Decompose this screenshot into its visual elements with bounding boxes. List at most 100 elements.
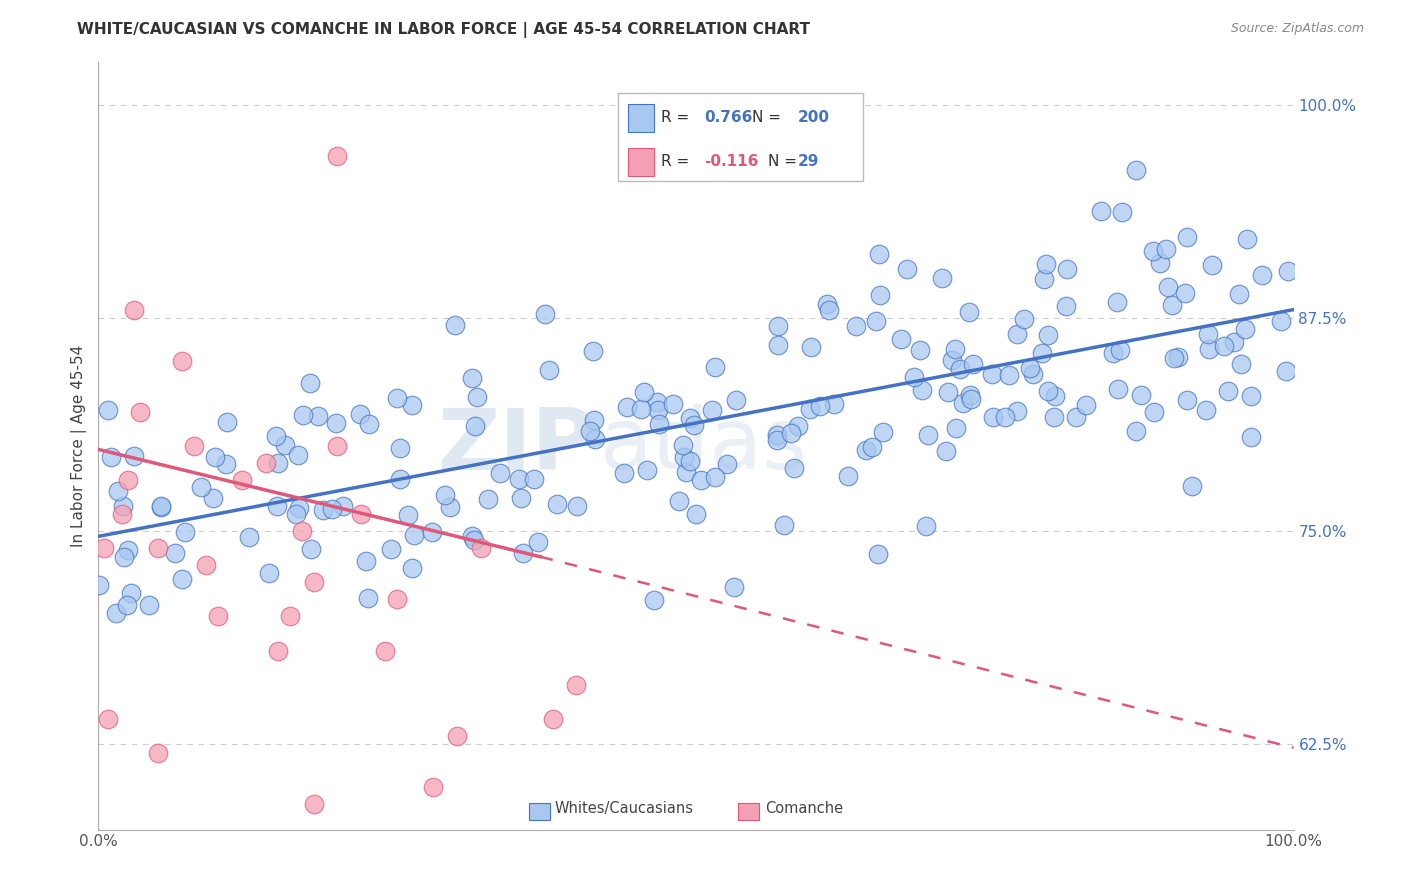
Point xyxy=(808,399,831,413)
Point xyxy=(865,314,887,328)
Point xyxy=(254,456,277,470)
Point xyxy=(1240,389,1263,403)
Text: ZIP: ZIP xyxy=(437,404,595,488)
Point xyxy=(817,303,839,318)
Point xyxy=(274,438,297,452)
Point xyxy=(97,403,120,417)
Point xyxy=(780,426,803,441)
Bar xyxy=(628,104,654,132)
Y-axis label: In Labor Force | Age 45-54: In Labor Force | Age 45-54 xyxy=(72,345,87,547)
Point xyxy=(172,353,194,368)
Text: Source: ZipAtlas.com: Source: ZipAtlas.com xyxy=(1230,22,1364,36)
Point xyxy=(855,443,877,458)
Point xyxy=(332,499,354,513)
Point xyxy=(299,542,322,557)
Text: N =: N = xyxy=(768,154,801,169)
Point xyxy=(115,598,138,612)
Point xyxy=(949,361,972,376)
Point xyxy=(510,491,533,505)
Point xyxy=(1125,424,1147,438)
Point xyxy=(579,424,602,438)
Point xyxy=(354,554,377,568)
Point xyxy=(962,357,984,371)
Point xyxy=(1198,343,1220,357)
Point xyxy=(723,580,745,594)
Point xyxy=(299,376,322,390)
Point xyxy=(489,466,512,480)
Point xyxy=(434,488,457,502)
Point xyxy=(325,417,347,431)
Point xyxy=(1111,205,1133,219)
Point xyxy=(1074,399,1097,413)
Point xyxy=(766,338,789,352)
Point xyxy=(87,578,110,592)
Point xyxy=(124,302,146,317)
Point xyxy=(302,797,325,811)
Point xyxy=(231,473,253,487)
Point xyxy=(957,305,980,319)
Point xyxy=(1175,392,1198,407)
Bar xyxy=(738,803,759,820)
Point xyxy=(917,428,939,442)
Point xyxy=(385,391,408,405)
Point xyxy=(1212,338,1234,352)
Text: atlas: atlas xyxy=(600,404,808,488)
Bar xyxy=(628,148,654,176)
Point xyxy=(689,473,711,487)
Point xyxy=(869,288,891,302)
Point xyxy=(1056,261,1078,276)
Point xyxy=(287,448,309,462)
Text: N =: N = xyxy=(752,111,786,126)
Text: -0.116: -0.116 xyxy=(704,154,759,169)
Point xyxy=(389,441,412,455)
Text: R =: R = xyxy=(661,154,695,169)
Point xyxy=(565,678,588,692)
Point xyxy=(259,566,281,581)
Point xyxy=(941,353,963,368)
Text: 29: 29 xyxy=(797,154,818,169)
Point xyxy=(404,527,426,541)
Point xyxy=(943,342,966,356)
Point xyxy=(1229,357,1251,371)
Point xyxy=(643,593,665,607)
Point xyxy=(461,371,484,385)
Point xyxy=(512,546,534,560)
Text: WHITE/CAUCASIAN VS COMANCHE IN LABOR FORCE | AGE 45-54 CORRELATION CHART: WHITE/CAUCASIAN VS COMANCHE IN LABOR FOR… xyxy=(77,22,810,38)
Point xyxy=(148,541,170,556)
Point xyxy=(668,493,690,508)
Point xyxy=(837,468,859,483)
Point xyxy=(1236,232,1258,246)
Point xyxy=(911,383,934,397)
Point xyxy=(526,534,548,549)
Point xyxy=(1149,256,1171,270)
Point xyxy=(908,343,931,358)
Point xyxy=(266,499,288,513)
Point xyxy=(105,606,128,620)
Point xyxy=(1014,312,1036,326)
Point xyxy=(1054,299,1077,313)
Point xyxy=(983,409,1005,424)
Point xyxy=(630,401,652,416)
Point xyxy=(1142,244,1164,258)
Point xyxy=(374,643,396,657)
Point xyxy=(1229,286,1251,301)
Point xyxy=(215,415,238,429)
Point xyxy=(998,368,1021,382)
Text: 0.766: 0.766 xyxy=(704,111,752,126)
Point xyxy=(1129,388,1152,402)
Point xyxy=(994,409,1017,424)
Point xyxy=(647,403,669,417)
Point xyxy=(860,440,883,454)
Point xyxy=(1160,298,1182,312)
Point xyxy=(266,429,288,443)
Point xyxy=(685,508,707,522)
Point xyxy=(613,467,636,481)
Point xyxy=(477,491,499,506)
Point xyxy=(1066,409,1088,424)
Point xyxy=(1005,327,1028,342)
Point xyxy=(766,318,789,333)
Point xyxy=(111,507,134,521)
Point xyxy=(463,533,485,548)
Point xyxy=(291,409,314,423)
Point xyxy=(357,591,380,605)
